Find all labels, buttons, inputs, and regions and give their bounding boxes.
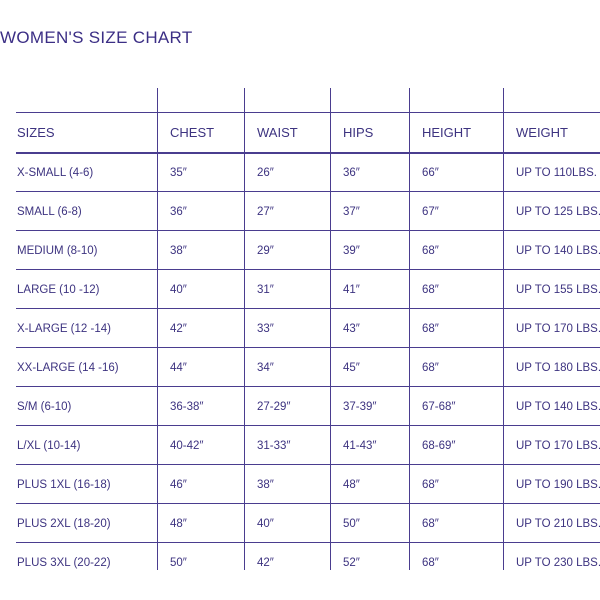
size-label-cell: LARGE (10 -12) — [17, 284, 100, 296]
table-cell: 68″ — [422, 284, 439, 296]
table-cell: 35″ — [170, 167, 187, 179]
table-cell: UP TO 210 LBS. — [516, 518, 600, 530]
table-cell: 68″ — [422, 479, 439, 491]
column-divider — [244, 88, 245, 570]
table-cell: 34″ — [257, 362, 274, 374]
table-cell: 40″ — [257, 518, 274, 530]
column-header: HEIGHT — [422, 125, 472, 140]
row-divider — [16, 464, 600, 465]
table-cell: 31″ — [257, 284, 274, 296]
size-label-cell: X-SMALL (4-6) — [17, 167, 94, 179]
table-cell: 45″ — [343, 362, 360, 374]
column-divider — [330, 88, 331, 570]
size-label-cell: PLUS 2XL (18-20) — [17, 518, 111, 530]
column-divider — [503, 88, 504, 570]
table-cell: 46″ — [170, 479, 187, 491]
row-divider — [16, 269, 600, 270]
table-cell: 40″ — [170, 284, 187, 296]
table-cell: 68″ — [422, 518, 439, 530]
table-cell: 42″ — [257, 557, 274, 569]
table-cell: 50″ — [343, 518, 360, 530]
size-label-cell: MEDIUM (8-10) — [17, 245, 98, 257]
row-divider — [16, 347, 600, 348]
table-cell: 40-42″ — [170, 440, 204, 452]
table-cell: UP TO 170 LBS. — [516, 440, 600, 452]
table-cell: 44″ — [170, 362, 187, 374]
column-header: SIZES — [17, 125, 55, 140]
row-divider — [16, 152, 600, 154]
table-cell: 37-39″ — [343, 401, 377, 413]
table-cell: 66″ — [422, 167, 439, 179]
table-cell: UP TO 125 LBS. — [516, 206, 600, 218]
row-divider — [16, 230, 600, 231]
column-header: WEIGHT — [516, 125, 568, 140]
row-divider — [16, 425, 600, 426]
column-divider — [157, 88, 158, 570]
table-cell: 68-69″ — [422, 440, 456, 452]
table-cell: UP TO 110LBS. — [516, 167, 597, 179]
table-cell: 68″ — [422, 362, 439, 374]
table-cell: 39″ — [343, 245, 360, 257]
table-cell: 52″ — [343, 557, 360, 569]
table-cell: UP TO 140 LBS. — [516, 245, 600, 257]
row-divider — [16, 542, 600, 543]
table-cell: 27″ — [257, 206, 274, 218]
size-label-cell: L/XL (10-14) — [17, 440, 81, 452]
row-divider — [16, 386, 600, 387]
table-cell: 27-29″ — [257, 401, 291, 413]
table-cell: 48″ — [170, 518, 187, 530]
table-cell: UP TO 230 LBS. — [516, 557, 600, 569]
row-divider — [16, 308, 600, 309]
table-cell: UP TO 170 LBS. — [516, 323, 600, 335]
table-cell: 68″ — [422, 245, 439, 257]
table-cell: 38″ — [170, 245, 187, 257]
row-divider — [16, 503, 600, 504]
table-cell: 48″ — [343, 479, 360, 491]
table-cell: UP TO 155 LBS. — [516, 284, 600, 296]
page-title: WOMEN'S SIZE CHART — [0, 28, 193, 47]
table-cell: 67-68″ — [422, 401, 456, 413]
table-cell: 50″ — [170, 557, 187, 569]
size-label-cell: XX-LARGE (14 -16) — [17, 362, 119, 374]
table-cell: 36″ — [343, 167, 360, 179]
table-cell: 41-43″ — [343, 440, 377, 452]
size-label-cell: S/M (6-10) — [17, 401, 72, 413]
column-divider — [409, 88, 410, 570]
row-divider — [16, 191, 600, 192]
table-cell: UP TO 180 LBS. — [516, 362, 600, 374]
table-cell: 67″ — [422, 206, 439, 218]
row-divider — [16, 112, 600, 113]
size-label-cell: PLUS 1XL (16-18) — [17, 479, 111, 491]
size-label-cell: PLUS 3XL (20-22) — [17, 557, 111, 569]
table-cell: 31-33″ — [257, 440, 291, 452]
table-cell: 43″ — [343, 323, 360, 335]
table-cell: 42″ — [170, 323, 187, 335]
table-cell: 68″ — [422, 557, 439, 569]
table-cell: 41″ — [343, 284, 360, 296]
table-cell: 68″ — [422, 323, 439, 335]
column-header: HIPS — [343, 125, 374, 140]
table-cell: 36-38″ — [170, 401, 204, 413]
table-cell: 37″ — [343, 206, 360, 218]
table-cell: 26″ — [257, 167, 274, 179]
table-cell: UP TO 140 LBS. — [516, 401, 600, 413]
table-cell: 38″ — [257, 479, 274, 491]
column-header: WAIST — [257, 125, 298, 140]
table-cell: 29″ — [257, 245, 274, 257]
table-cell: 33″ — [257, 323, 274, 335]
table-cell: UP TO 190 LBS. — [516, 479, 600, 491]
column-header: CHEST — [170, 125, 215, 140]
size-label-cell: SMALL (6-8) — [17, 206, 82, 218]
size-label-cell: X-LARGE (12 -14) — [17, 323, 111, 335]
table-cell: 36″ — [170, 206, 187, 218]
